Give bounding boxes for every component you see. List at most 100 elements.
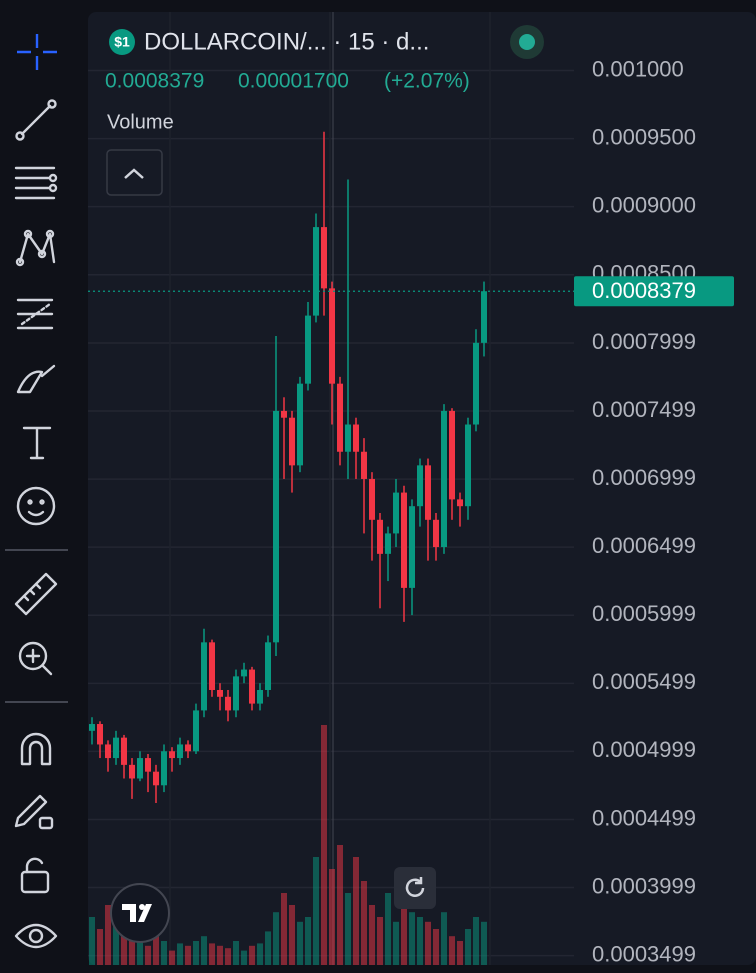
magnet-tool[interactable]: [20, 732, 52, 766]
collapse-button[interactable]: [106, 149, 163, 196]
volume-bar: [441, 912, 447, 965]
volume-bar: [129, 941, 135, 965]
lock-tool[interactable]: [20, 857, 50, 894]
candle-body: [153, 771, 159, 786]
candle-body: [401, 492, 407, 588]
candle-body: [281, 410, 287, 418]
candle-body: [409, 506, 415, 588]
y-tick-label: 0.0006999: [592, 465, 696, 490]
volume-bar: [353, 857, 359, 965]
candle-body: [273, 410, 279, 643]
candle-body: [177, 744, 183, 759]
candle-body: [449, 410, 455, 500]
candle-body: [289, 417, 295, 466]
toolbar: [0, 0, 82, 973]
trendline-tool[interactable]: [15, 99, 57, 141]
candle-body: [433, 519, 439, 548]
candle-body: [257, 689, 263, 704]
y-tick-label: 0.0005499: [592, 669, 696, 694]
chart-panel: 0.0010000.00095000.00090000.00085000.000…: [88, 12, 756, 966]
change: 0.00001700: [238, 70, 349, 93]
volume-bar: [457, 941, 463, 965]
candle-body: [465, 424, 471, 507]
visibility-tool[interactable]: [14, 923, 58, 949]
volume-bar: [89, 917, 95, 965]
volume-bar: [345, 893, 351, 965]
pattern-tool[interactable]: [15, 229, 56, 267]
volume-bar: [329, 869, 335, 965]
legend: $1 DOLLARCOIN/... · 15 · d... 0.0008379 …: [105, 25, 544, 196]
candle-body: [113, 737, 119, 759]
candle-body: [145, 758, 151, 772]
volume-bar: [257, 943, 263, 965]
brush-tool[interactable]: [16, 364, 56, 394]
volume-bar: [201, 936, 207, 965]
volume-bar: [185, 945, 191, 965]
candle-body: [105, 744, 111, 759]
prediction-tool[interactable]: [16, 298, 54, 330]
volume-bar: [209, 943, 215, 965]
volume-bar: [321, 725, 327, 965]
candle-body: [137, 758, 143, 779]
volume-bar: [97, 929, 103, 965]
volume-bar: [425, 921, 431, 965]
tradingview-logo[interactable]: [110, 883, 170, 943]
candle-body: [457, 499, 463, 507]
volume-bar: [361, 881, 367, 965]
volume-bar: [377, 917, 383, 965]
candle-body: [121, 737, 127, 765]
volume-bar: [481, 921, 487, 965]
last-price: 0.0008379: [105, 70, 204, 93]
candle-body: [321, 227, 327, 289]
ruler-tool[interactable]: [14, 572, 58, 616]
zoom-tool[interactable]: [18, 641, 53, 676]
volume-bar: [225, 948, 231, 965]
volume-bar: [313, 857, 319, 965]
volume-bar: [145, 945, 151, 965]
symbol[interactable]: DOLLARCOIN/... · 15 · d...: [144, 28, 429, 55]
candle-body: [425, 465, 431, 520]
volume-bar: [153, 936, 159, 965]
y-tick-label: 0.0009500: [592, 124, 696, 149]
volume-bar: [473, 917, 479, 965]
volume-bar: [137, 931, 143, 965]
coin-icon-text: $1: [114, 34, 130, 50]
candle-body: [369, 478, 375, 520]
volume-bar: [217, 945, 223, 965]
candle-body: [297, 383, 303, 466]
emoji-tool[interactable]: [16, 486, 56, 526]
volume-bar: [105, 905, 111, 965]
volume-bar: [289, 905, 295, 965]
price-axis: 0.0010000.00095000.00090000.00085000.000…: [574, 56, 734, 966]
candle-body: [329, 288, 335, 384]
candle-body: [169, 751, 175, 759]
volume-bar: [177, 943, 183, 965]
volume-bar: [337, 845, 343, 965]
candle-body: [337, 383, 343, 452]
candle-body: [129, 764, 135, 779]
candle-body: [305, 315, 311, 384]
volume-bar: [121, 936, 127, 965]
volume-bar: [241, 950, 247, 965]
volume-bar: [385, 893, 391, 965]
volume-bar: [161, 941, 167, 965]
volume-bar: [265, 931, 271, 965]
volume-bar: [305, 917, 311, 965]
candle-body: [393, 492, 399, 534]
y-tick-label: 0.0006499: [592, 533, 696, 558]
lock-draw-tool[interactable]: [14, 794, 54, 830]
candle-body: [201, 642, 207, 711]
y-tick-label: 0.0007999: [592, 329, 696, 354]
crosshair-tool[interactable]: [17, 34, 57, 70]
reset-button[interactable]: [394, 867, 436, 909]
text-tool[interactable]: [22, 426, 52, 460]
candle-body: [385, 533, 391, 554]
volume-bar: [297, 921, 303, 965]
fib-tool[interactable]: [14, 166, 58, 200]
y-tick-label: 0.001000: [592, 56, 684, 81]
last-price-box: [574, 276, 734, 307]
candle-body: [417, 465, 423, 507]
plot: [88, 131, 574, 965]
volume-bar: [449, 936, 455, 965]
candle-body: [345, 424, 351, 452]
